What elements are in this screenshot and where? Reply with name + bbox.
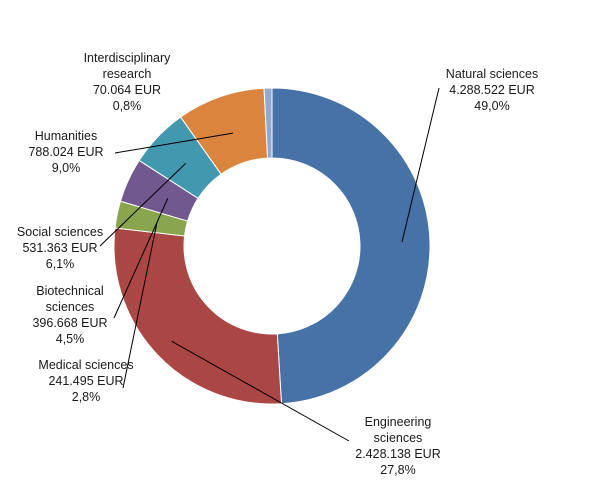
data-label-social-sciences: Social sciences 531.363 EUR 6,1% (17, 225, 103, 271)
slice-natural-sciences (271, 87, 431, 405)
donut-slices (113, 87, 431, 405)
data-label-interdisciplinary-research: Interdisciplinary research 70.064 EUR 0,8% (84, 51, 172, 113)
data-label-biotechnical-sciences: Biotechnical sciences 396.668 EUR 4,5% (32, 284, 107, 346)
leader-lines (99, 87, 440, 442)
data-label-humanities: Humanities 788.024 EUR 9,0% (28, 129, 103, 175)
data-label-medical-sciences: Medical sciences 241.495 EUR 2,8% (38, 358, 133, 404)
slice-interdisciplinary-research (263, 87, 273, 159)
data-labels: Natural sciences 4.288.522 EUR 49,0% Engine… (17, 51, 538, 477)
leader-line-humanities (114, 132, 233, 154)
data-label-engineering-sciences: Engineering sciences 2.428.138 EUR 27,8% (355, 415, 440, 477)
leader-line-biotechnical-sciences (113, 198, 169, 319)
slice-engineering-sciences (113, 227, 283, 405)
leader-line-natural-sciences (401, 87, 440, 243)
leader-line-engineering-sciences (171, 340, 350, 442)
leader-line-social-sciences (99, 163, 187, 247)
leader-line-medical-sciences (122, 222, 158, 389)
data-label-natural-sciences: Natural sciences 4.288.522 EUR 49,0% (446, 67, 538, 113)
